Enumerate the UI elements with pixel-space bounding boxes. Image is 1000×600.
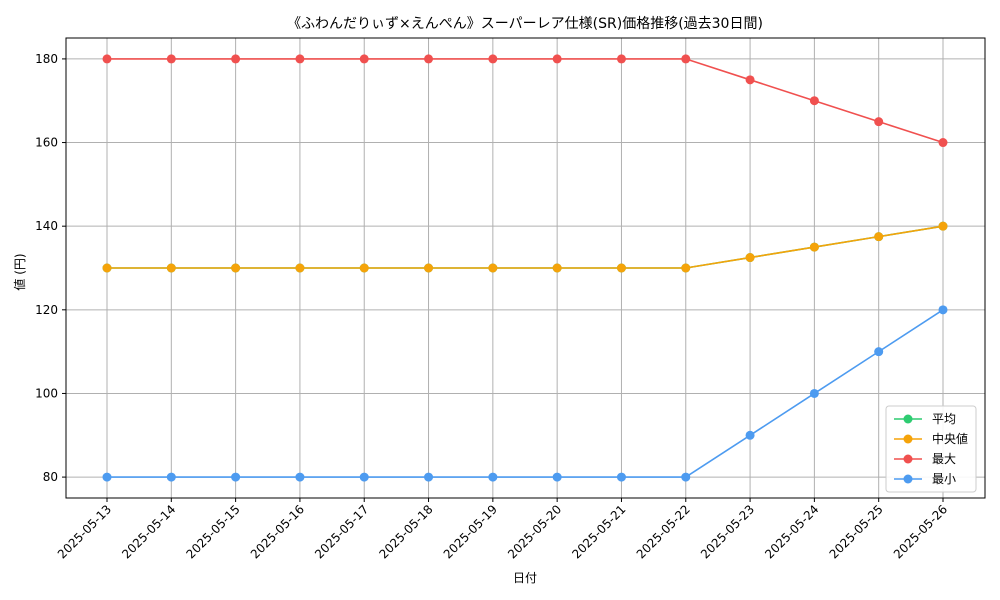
data-point (231, 54, 241, 64)
y-tick-label: 180 (35, 52, 58, 66)
y-tick-label: 160 (35, 136, 58, 150)
data-point (681, 54, 691, 64)
x-tick-label: 2025-05-14 (119, 502, 178, 561)
data-point (102, 54, 112, 64)
data-point (809, 96, 819, 106)
x-tick-label: 2025-05-25 (827, 502, 886, 561)
data-point (424, 263, 434, 273)
x-tick-label: 2025-05-19 (441, 502, 500, 561)
data-point (809, 242, 819, 252)
data-point (552, 54, 562, 64)
data-point (874, 232, 884, 242)
data-point (874, 117, 884, 127)
data-point (681, 472, 691, 482)
data-point (295, 263, 305, 273)
y-tick-label: 100 (35, 386, 58, 400)
x-tick-label: 2025-05-23 (698, 502, 757, 561)
y-tick-label: 80 (43, 470, 58, 484)
legend-box (885, 405, 977, 493)
data-point (745, 430, 755, 440)
y-tick-label: 140 (35, 219, 58, 233)
data-point (231, 472, 241, 482)
legend-label: 平均 (932, 412, 956, 426)
data-point (295, 54, 305, 64)
x-tick-label: 2025-05-13 (55, 502, 114, 561)
x-axis-title: 日付 (513, 571, 537, 585)
series-line (107, 225, 944, 269)
series-平均 (102, 221, 948, 273)
data-point (359, 472, 369, 482)
data-point (938, 305, 948, 315)
data-point (809, 388, 819, 398)
data-point (231, 263, 241, 273)
data-point (616, 472, 626, 482)
y-axis-title: 値 (円) (12, 253, 27, 290)
x-tick-label: 2025-05-18 (376, 502, 435, 561)
legend-marker (903, 474, 913, 484)
data-point (295, 472, 305, 482)
x-axis: 2025-05-13 2025-05-14 2025-05-15 2025-05-16… (55, 498, 950, 561)
y-tick-label: 120 (35, 303, 58, 317)
data-point (616, 263, 626, 273)
data-point (359, 263, 369, 273)
plot-frame (65, 37, 986, 499)
series-中央値 (102, 221, 948, 273)
x-tick-label: 2025-05-17 (312, 502, 371, 561)
data-point (488, 472, 498, 482)
legend-marker (903, 414, 913, 424)
data-point (874, 347, 884, 357)
legend-marker (903, 434, 913, 444)
data-point (552, 472, 562, 482)
x-tick-label: 2025-05-26 (891, 502, 950, 561)
data-point (102, 472, 112, 482)
series-最小 (102, 305, 948, 482)
x-tick-label: 2025-05-20 (505, 502, 564, 561)
legend-marker (903, 454, 913, 464)
legend-label: 中央値 (932, 431, 968, 446)
x-tick-label: 2025-05-21 (569, 502, 628, 561)
x-tick-label: 2025-05-22 (634, 502, 693, 561)
data-point (938, 221, 948, 231)
x-tick-label: 2025-05-16 (248, 502, 307, 561)
data-point (488, 54, 498, 64)
y-axis: 80 100 120 140 160 180 (35, 52, 66, 484)
series-line (107, 58, 944, 144)
data-point (552, 263, 562, 273)
x-tick-label: 2025-05-24 (762, 502, 821, 561)
data-point (102, 263, 112, 273)
series-line (107, 309, 944, 478)
series-最大 (102, 54, 948, 148)
data-point (424, 472, 434, 482)
data-point (488, 263, 498, 273)
data-point (166, 263, 176, 273)
data-point (938, 138, 948, 148)
legend-label: 最大 (932, 452, 956, 466)
data-point (745, 75, 755, 85)
data-point (424, 54, 434, 64)
data-point (166, 472, 176, 482)
x-tick-label: 2025-05-15 (184, 502, 243, 561)
data-point (359, 54, 369, 64)
chart-title: 《ふわんだりぃず×えんぺん》スーパーレア仕様(SR)価格推移(過去30日間) (287, 16, 763, 32)
data-point (616, 54, 626, 64)
data-point (745, 253, 755, 263)
series-layer (102, 54, 948, 482)
data-point (681, 263, 691, 273)
data-point (166, 54, 176, 64)
legend-label: 最小 (932, 472, 956, 486)
